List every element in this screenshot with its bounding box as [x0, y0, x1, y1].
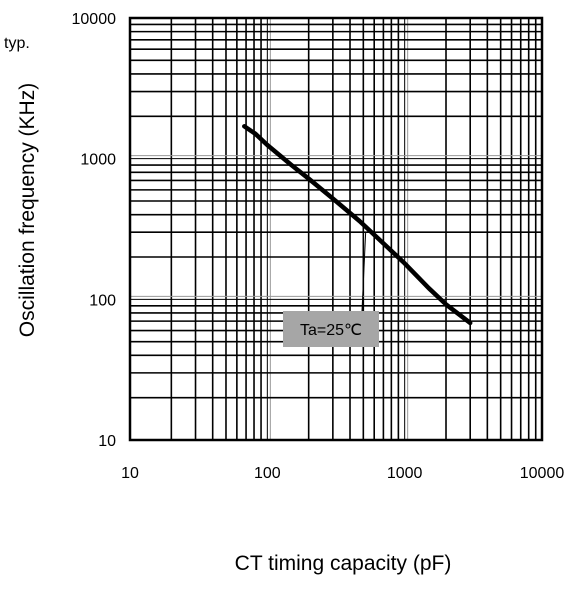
y-tick-label: 1000 [80, 152, 116, 169]
grid [129, 18, 542, 441]
x-tick-label: 10 [121, 465, 139, 482]
y-tick-labels: 10 100 1000 10000 [72, 11, 117, 450]
typical-note: typ. [4, 35, 30, 52]
y-tick-label: 10 [98, 433, 116, 450]
x-tick-label: 1000 [387, 465, 423, 482]
x-axis-label: CT timing capacity (pF) [235, 552, 452, 575]
y-tick-label: 100 [89, 292, 116, 309]
annotation-box [283, 311, 379, 347]
y-axis-label: Oscillation frequency (KHz) [16, 83, 39, 337]
x-tick-label: 100 [254, 465, 281, 482]
series-line [242, 124, 473, 326]
x-tick-labels: 10 100 1000 10000 [121, 465, 564, 482]
annotation-leader-line [361, 232, 367, 312]
x-tick-label: 10000 [520, 465, 565, 482]
y-tick-label: 10000 [72, 11, 117, 28]
plot-frame [128, 16, 544, 442]
annotation-label: Ta=25℃ [300, 322, 362, 339]
